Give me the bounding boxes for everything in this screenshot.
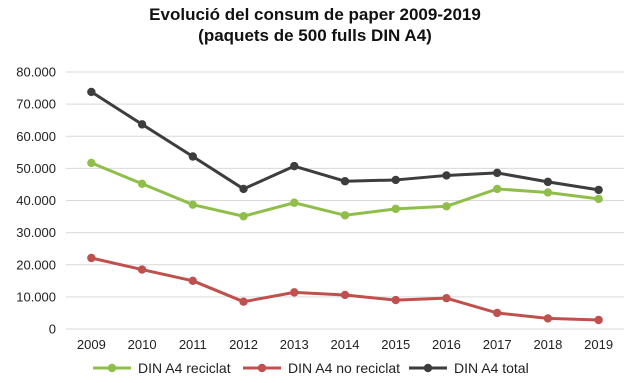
data-point [290,288,299,297]
series-line-1 [89,256,601,322]
data-point [137,265,147,274]
chart-title-line-1: Evolució del consum de paper 2009-2019 [149,5,481,24]
data-point [391,175,400,185]
data-point [137,120,147,129]
data-point [543,177,553,187]
legend-swatch-marker [107,363,117,373]
chart-title: Evolució del consum de paper 2009-2019 (… [0,4,630,46]
data-point [340,290,350,300]
data-point [340,211,350,220]
data-point [594,194,603,204]
data-point [239,297,248,306]
legend-swatch-marker [423,363,433,373]
legend-label: DIN A4 no reciclat [288,360,400,376]
series-line-2 [89,90,601,192]
data-point [137,179,147,188]
data-point [290,161,299,171]
x-tick-label: 2016 [432,337,461,352]
data-point [188,152,198,161]
x-tick-label: 2015 [381,337,410,352]
x-tick-label: 2019 [584,337,613,352]
data-point [442,171,451,180]
data-point [87,87,96,97]
y-tick-label: 70.000 [16,97,56,112]
y-tick-label: 50.000 [16,161,56,176]
data-point [391,204,400,214]
data-point [492,308,502,318]
y-tick-label: 0 [49,322,56,337]
x-tick-label: 2010 [128,337,157,352]
legend-label: DIN A4 reciclat [138,360,231,376]
legend-swatch-marker [257,363,267,373]
y-tick-label: 20.000 [16,257,56,272]
data-point [340,177,350,186]
data-point [188,276,198,286]
chart-title-line-2: (paquets de 500 fulls DIN A4) [198,26,432,45]
data-point [492,168,502,178]
y-tick-label: 40.000 [16,193,56,208]
data-point [188,200,198,209]
data-point [290,198,299,207]
y-tick-label: 30.000 [16,225,56,240]
data-point [442,293,451,303]
y-tick-label: 10.000 [16,289,56,304]
data-point [594,315,603,325]
data-point [442,202,451,211]
data-point [543,314,553,323]
x-tick-label: 2018 [533,337,562,352]
x-tick-label: 2014 [331,337,360,352]
data-point [594,185,603,195]
y-tick-label: 60.000 [16,129,56,144]
data-point [239,184,248,194]
data-point [87,253,96,263]
data-point [492,184,502,194]
x-tick-label: 2011 [179,337,207,352]
y-tick-label: 80.000 [16,65,56,80]
x-tick-label: 2012 [229,337,258,352]
data-point [239,212,248,221]
x-tick-label: 2017 [483,337,512,352]
data-point [543,188,553,197]
x-tick-label: 2009 [77,337,106,352]
x-tick-label: 2013 [280,337,309,352]
legend-label: DIN A4 total [454,360,529,376]
data-point [87,158,96,168]
data-point [391,295,400,305]
series-line-0 [89,161,601,218]
